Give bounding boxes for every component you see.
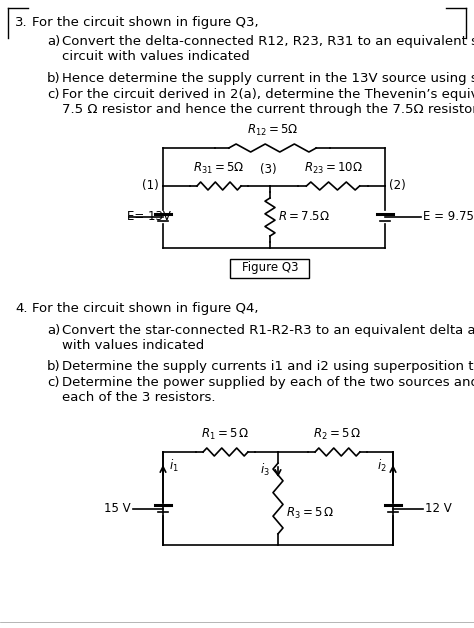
Text: $i_3$: $i_3$ [260,462,270,478]
Text: For the circuit derived in 2(a), determine the Thevenin’s equivalent circuit acr: For the circuit derived in 2(a), determi… [62,88,474,116]
Text: 3.: 3. [15,16,27,29]
Text: 15 V: 15 V [104,502,131,515]
Text: $i_1$: $i_1$ [169,458,179,474]
Text: Figure Q3: Figure Q3 [242,261,298,274]
Text: Determine the supply currents i1 and i2 using superposition theorem.: Determine the supply currents i1 and i2 … [62,360,474,373]
Text: $R_{12}=5\Omega$: $R_{12}=5\Omega$ [247,123,298,138]
Text: For the circuit shown in figure Q3,: For the circuit shown in figure Q3, [32,16,259,29]
Text: a): a) [47,35,60,48]
Text: E= 13V: E= 13V [127,210,171,224]
Text: (2): (2) [389,180,406,193]
Text: Hence determine the supply current in the 13V source using superposition theorem: Hence determine the supply current in th… [62,72,474,85]
Text: E = 9.75V: E = 9.75V [423,210,474,224]
Text: Determine the power supplied by each of the two sources and the power losses in
: Determine the power supplied by each of … [62,376,474,404]
Text: b): b) [47,72,61,85]
Text: (3): (3) [260,163,276,176]
Text: b): b) [47,360,61,373]
FancyBboxPatch shape [230,259,310,278]
Text: c): c) [47,376,60,389]
Text: c): c) [47,88,60,101]
Text: a): a) [47,324,60,337]
Text: $R_3=5\,\Omega$: $R_3=5\,\Omega$ [286,506,334,521]
Text: Convert the star-connected R1-R2-R3 to an equivalent delta and redraw the circui: Convert the star-connected R1-R2-R3 to a… [62,324,474,352]
Text: $R_1=5\,\Omega$: $R_1=5\,\Omega$ [201,427,250,442]
Text: (1): (1) [142,180,159,193]
Text: $i_2$: $i_2$ [377,458,387,474]
Text: For the circuit shown in figure Q4,: For the circuit shown in figure Q4, [32,302,258,315]
Text: Convert the delta-connected R12, R23, R31 to an equivalent star and redraw the
c: Convert the delta-connected R12, R23, R3… [62,35,474,63]
Text: $R_2=5\,\Omega$: $R_2=5\,\Omega$ [313,427,362,442]
Text: $R_{31}=5\Omega$: $R_{31}=5\Omega$ [193,161,245,176]
Text: 12 V: 12 V [425,502,452,515]
Text: $R=7.5\Omega$: $R=7.5\Omega$ [278,210,330,224]
Text: $R_{23}=10\Omega$: $R_{23}=10\Omega$ [303,161,363,176]
Text: 4.: 4. [15,302,27,315]
